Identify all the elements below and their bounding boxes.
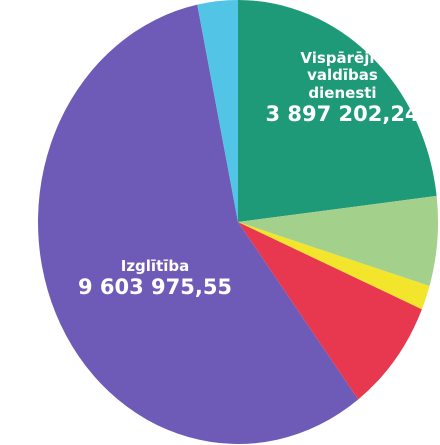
pie-slice xyxy=(37,4,359,444)
slice-label: Izglītība 9 603 975,55 xyxy=(60,257,250,300)
pie-slice xyxy=(238,0,437,222)
pie-slice xyxy=(238,222,422,400)
category-label: Izglītība xyxy=(120,257,190,275)
pie-slice xyxy=(238,222,430,310)
value-label: 3 897 202,24 xyxy=(265,101,420,126)
value-label: 9 603 975,55 xyxy=(77,275,233,300)
pie-slice xyxy=(197,0,238,222)
pie-slice xyxy=(238,195,438,287)
category-label: Vispārējie valdības dienesti xyxy=(300,49,385,102)
slice-label: Vispārējie valdības dienesti 3 897 202,2… xyxy=(250,49,435,126)
